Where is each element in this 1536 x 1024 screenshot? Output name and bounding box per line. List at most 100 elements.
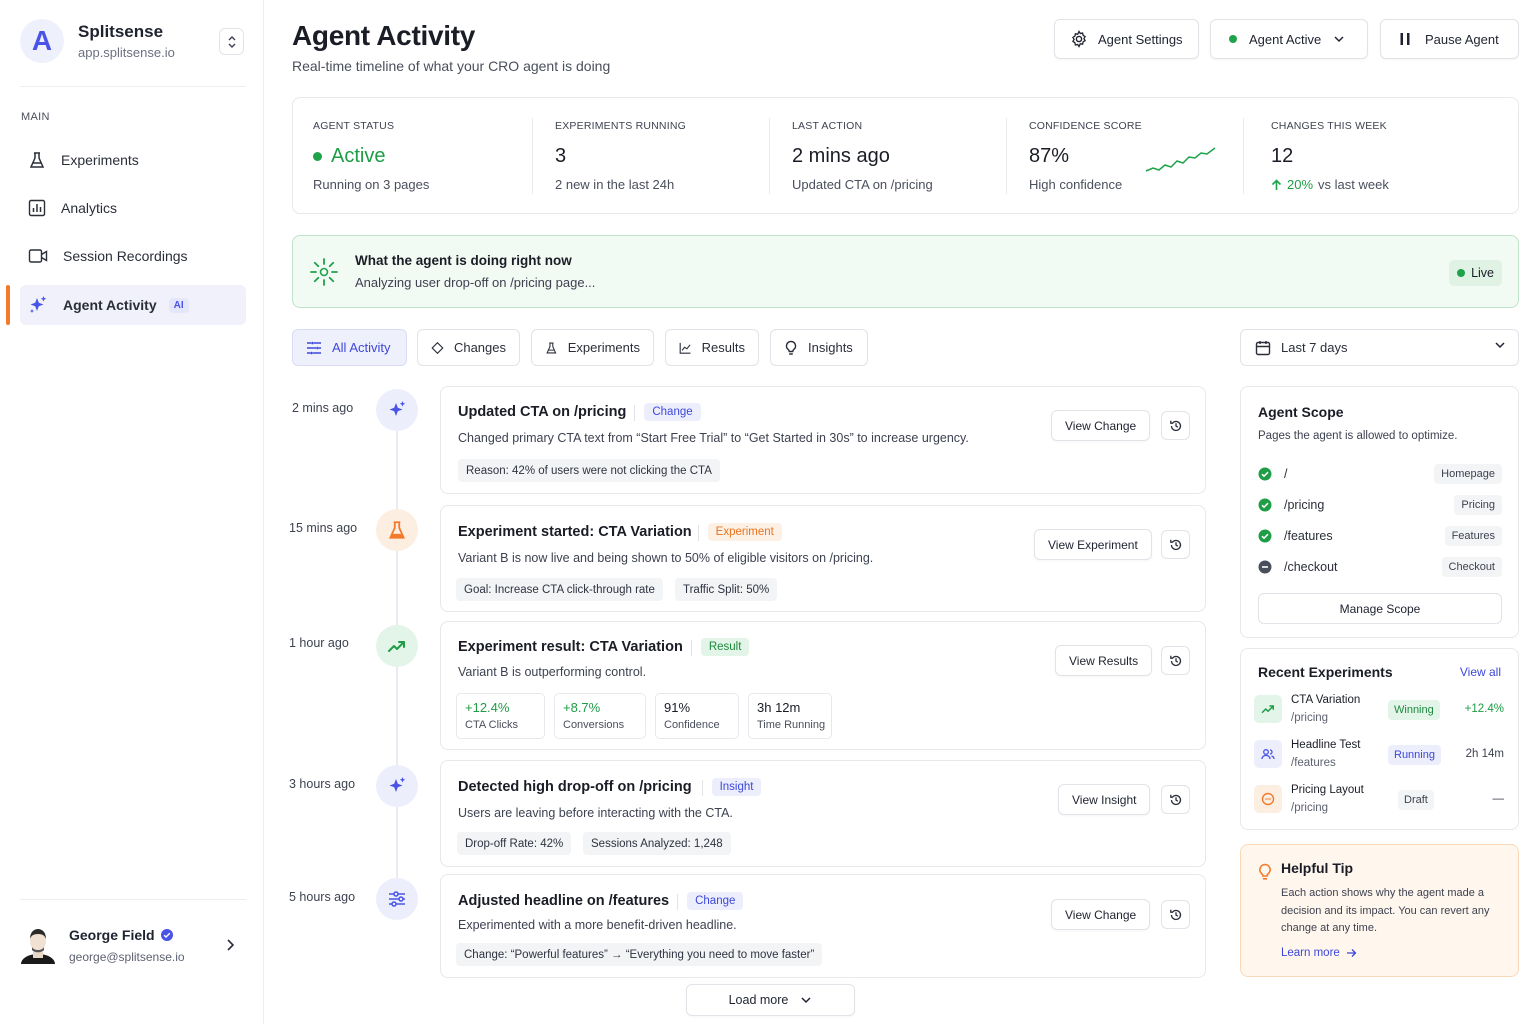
trending-up-icon [1254,695,1282,723]
recent-experiments-panel: Recent Experiments View all CTA Variatio… [1240,648,1519,830]
activity-tag: Change [677,892,744,910]
filter-insights[interactable]: Insights [770,329,868,366]
activity-chip: Reason: 42% of users were not clicking t… [458,459,720,482]
date-range-select[interactable]: Last 7 days [1240,329,1519,366]
active-indicator [6,285,10,325]
sidebar-item-experiments[interactable]: Experiments [20,140,246,180]
sidebar-item-analytics[interactable]: Analytics [20,188,246,228]
view-results-button[interactable]: View Results [1055,645,1153,676]
ai-badge: AI [168,297,189,313]
timeline-time: 1 hour ago [289,636,349,650]
panel-subtitle: Pages the agent is allowed to optimize. [1258,430,1458,442]
activity-tag: Insight [701,778,762,796]
metric-time-running: 3h 12m Time Running [748,693,832,739]
nav-section-label: MAIN [21,111,50,123]
filter-changes[interactable]: Changes [417,329,520,366]
revert-history-button[interactable] [1161,530,1190,559]
view-experiment-button[interactable]: View Experiment [1034,529,1152,560]
stat-value: 2 mins ago [792,145,890,167]
stat-value: 12 [1271,145,1294,167]
workspace-switcher-button[interactable] [219,28,244,55]
helpful-tip-panel: Helpful Tip Each action shows why the ag… [1240,844,1519,977]
metric-cta-clicks: +12.4% CTA Clicks [456,693,545,739]
timeline-time: 3 hours ago [289,777,356,791]
calendar-icon [1255,340,1271,355]
divider [532,118,533,194]
brand-url: app.splitsense.io [78,45,175,60]
activity-spinner-icon [310,258,338,286]
learn-more-link[interactable]: Learn more [1281,947,1357,959]
activity-chip: Sessions Analyzed: 1,248 [583,832,731,855]
verified-badge-icon [160,929,173,941]
sidebar-item-label: Experiments [61,152,139,168]
view-change-button[interactable]: View Change [1051,410,1151,441]
live-badge: Live [1449,260,1502,286]
activity-title: Detected high drop-off on /pricing Insigh… [458,778,762,796]
manage-scope-button[interactable]: Manage Scope [1258,593,1502,624]
revert-history-button[interactable] [1161,646,1190,675]
stat-value: Active [313,145,385,168]
activity-card: Experiment started: CTA Variation Experim… [440,505,1206,612]
view-change-button[interactable]: View Change [1051,899,1151,930]
current-activity-text: Analyzing user drop-off on /pricing page… [355,275,596,290]
agent-settings-button[interactable]: Agent Settings [1054,19,1199,59]
lightbulb-icon [785,340,797,355]
activity-chip: Goal: Increase CTA click-through rate [456,578,663,601]
flask-icon [29,152,45,168]
pause-agent-label: Pause Agent [1425,31,1499,47]
view-insight-button[interactable]: View Insight [1058,784,1151,815]
workspace-header: A Splitsense app.splitsense.io [20,19,246,87]
trend-chart-icon [679,342,691,354]
timeline-node [376,625,418,667]
history-icon [1169,420,1181,431]
gear-icon [1072,30,1086,48]
activity-title: Experiment result: CTA Variation Result [458,638,750,656]
activity-card: Detected high drop-off on /pricing Insigh… [440,760,1206,867]
tip-text: Each action shows why the agent made a d… [1281,887,1490,934]
confidence-sparkline [1145,147,1216,172]
view-all-link[interactable]: View all [1459,665,1501,679]
flask-icon [546,342,557,353]
sidebar-item-agent-activity[interactable]: Agent Activity AI [20,285,246,325]
filter-all-activity[interactable]: All Activity [292,329,407,366]
load-more-button[interactable]: Load more [686,984,855,1016]
stat-label: LAST ACTION [792,120,863,132]
filter-results[interactable]: Results [665,329,759,366]
bar-chart-icon [28,199,46,217]
stat-value: 87% [1029,145,1070,167]
recent-experiment-row[interactable]: Headline Test /features Running 2h 14m [1254,738,1504,774]
revert-history-button[interactable] [1161,411,1190,440]
filter-experiments[interactable]: Experiments [531,329,654,366]
activity-card: Updated CTA on /pricing Change Changed pr… [440,386,1206,494]
history-icon [1169,655,1181,666]
divider [1243,118,1244,194]
sidebar-item-session-recordings[interactable]: Session Recordings [20,236,246,276]
activity-title: Experiment started: CTA Variation Experim… [458,523,782,541]
revert-history-button[interactable] [1161,900,1190,929]
recent-experiment-row[interactable]: CTA Variation /pricing Winning +12.4% [1254,693,1504,729]
activity-title: Updated CTA on /pricing Change [458,403,701,421]
user-profile[interactable]: George Field george@splitsense.io [20,899,246,989]
pause-agent-button[interactable]: Pause Agent [1380,19,1519,59]
activity-chip: Drop-off Rate: 42% [457,832,572,855]
timeline-time: 2 mins ago [292,401,354,415]
stat-label: CHANGES THIS WEEK [1271,120,1387,132]
revert-history-button[interactable] [1161,785,1190,814]
agent-status-dropdown[interactable]: Agent Active [1210,19,1368,59]
tip-title: Helpful Tip [1281,860,1354,876]
users-icon [1254,740,1282,768]
chevron-down-icon [1334,36,1344,43]
stats-panel: AGENT STATUS Active Running on 3 pages E… [292,97,1519,214]
stat-sub: Running on 3 pages [313,177,430,192]
activity-description: Variant B is outperforming control. [458,665,647,679]
history-icon [1169,539,1181,550]
check-circle-icon [1258,467,1272,481]
check-circle-icon [1258,529,1272,543]
sidebar: A Splitsense app.splitsense.io MAIN Expe… [0,0,264,1024]
sidebar-item-label: Analytics [61,200,118,216]
status-dot [1229,35,1237,43]
agent-status-label: Agent Active [1249,31,1322,47]
recent-experiment-row[interactable]: Pricing Layout /pricing Draft — [1254,783,1504,819]
arrow-up-icon [1271,178,1282,190]
timeline-node [376,509,418,551]
